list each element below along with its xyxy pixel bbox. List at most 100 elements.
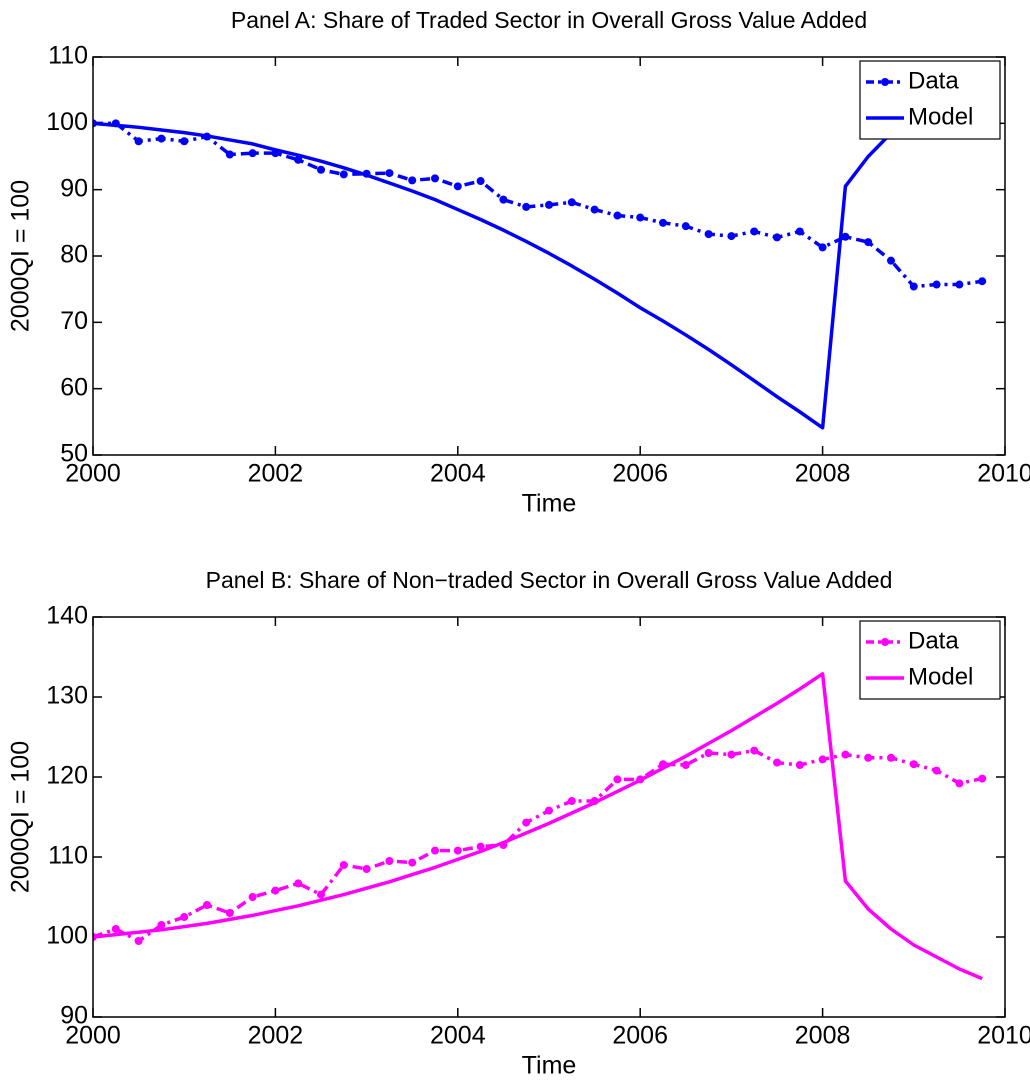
data-point (157, 921, 166, 929)
y-tick-label: 80 (60, 241, 88, 269)
data-point (750, 227, 759, 236)
x-tick-label: 2008 (795, 460, 851, 488)
series-group (93, 672, 987, 981)
data-point (499, 195, 508, 204)
y-tick-label: 70 (60, 307, 88, 335)
x-tick-label: 2002 (248, 460, 304, 488)
data-point (659, 218, 667, 227)
data-point (339, 861, 348, 869)
data-point (203, 901, 211, 909)
data-point (567, 198, 576, 207)
data-line (93, 748, 983, 943)
data-point (248, 893, 257, 901)
y-tick-label: 140 (46, 602, 88, 630)
legend-box (859, 620, 1001, 700)
data-point (955, 280, 964, 289)
y-tick-label: 110 (48, 842, 88, 870)
data-point (317, 890, 325, 899)
y-tick-label: 100 (46, 922, 88, 950)
data-point (111, 925, 120, 933)
legend-label: Model (908, 663, 973, 690)
data-point (909, 760, 918, 769)
data-point (932, 766, 941, 775)
data-point (864, 238, 873, 247)
data-point (271, 886, 280, 895)
data-point (681, 761, 690, 769)
data-point (613, 211, 622, 220)
y-tick-label: 90 (60, 1002, 88, 1030)
x-tick-label: 2004 (430, 460, 486, 488)
data-point (545, 806, 553, 815)
data-line (93, 68, 984, 430)
data-point (704, 749, 713, 757)
x-tick-label: 2004 (430, 1022, 486, 1050)
data-point (795, 761, 804, 769)
x-tick-label: 2010 (977, 460, 1030, 488)
x-tick-label: 2006 (612, 1022, 668, 1050)
data-point (453, 846, 462, 855)
x-tick-label: 2002 (248, 1022, 304, 1050)
legend-box (859, 60, 1001, 140)
data-point (887, 753, 895, 762)
chart-title: Panel B: Share of Non−traded Sector in O… (206, 567, 893, 593)
chart-title: Panel A: Share of Traded Sector in Overa… (231, 7, 867, 33)
axes-box (92, 616, 1006, 1018)
y-tick-label: 50 (60, 440, 88, 468)
data-point (590, 205, 599, 214)
data-point (613, 775, 622, 784)
data-point (431, 846, 439, 855)
data-point (978, 277, 987, 286)
data-point (453, 182, 462, 191)
y-axis-label: 2000QI = 100 (7, 741, 35, 893)
y-tick-label: 120 (46, 762, 88, 790)
data-point (385, 169, 394, 178)
plot-area (93, 57, 1005, 455)
data-point (955, 779, 964, 788)
y-tick-label: 100 (46, 108, 88, 136)
y-axis-label: 2000QI = 100 (7, 180, 35, 332)
y-tick-label: 130 (46, 682, 88, 710)
data-point (476, 177, 485, 186)
data-point (408, 858, 417, 867)
x-tick-label: 2008 (795, 1022, 851, 1050)
data-point (180, 913, 189, 921)
axes-box (92, 56, 1006, 456)
x-axis-label: Time (522, 1052, 577, 1080)
data-point (795, 227, 804, 236)
data-point (431, 174, 439, 183)
data-point (408, 176, 417, 185)
data-point (727, 232, 736, 241)
data-point (727, 750, 736, 759)
data-point (864, 753, 873, 762)
data-point (248, 149, 257, 158)
legend-label: Data (908, 627, 959, 654)
data-point (134, 137, 143, 146)
data-point (932, 280, 941, 289)
data-point (522, 818, 531, 827)
data-point (909, 282, 918, 291)
data-point (317, 165, 325, 174)
data-point (225, 909, 234, 917)
data-point (773, 233, 781, 242)
x-tick-label: 2006 (612, 460, 668, 488)
data-point (157, 134, 166, 143)
data-point (225, 150, 234, 159)
data-point (476, 842, 485, 851)
data-point (841, 750, 850, 759)
x-axis-label: Time (522, 490, 577, 518)
x-tick-label: 2000 (65, 460, 121, 488)
data-point (773, 758, 781, 767)
legend-label: Model (908, 103, 973, 130)
data-point (887, 256, 895, 265)
legend-marker (881, 638, 889, 646)
data-point (818, 755, 827, 764)
y-tick-label: 60 (60, 373, 88, 401)
x-tick-label: 2000 (65, 1022, 121, 1050)
x-tick-label: 2010 (977, 1022, 1030, 1050)
data-point (978, 774, 987, 783)
data-point (134, 937, 143, 945)
data-line (93, 672, 983, 981)
data-point (294, 155, 303, 164)
